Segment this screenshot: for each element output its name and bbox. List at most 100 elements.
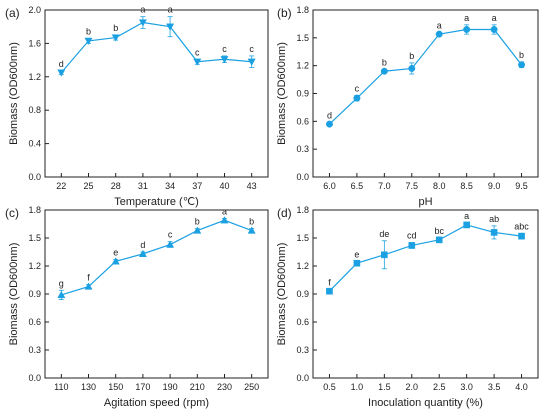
y-tick-label: 0.0: [28, 172, 41, 182]
data-point: [380, 67, 388, 75]
x-tick-label: 1.0: [351, 382, 364, 392]
y-tick-label: 1.5: [28, 233, 41, 243]
x-axis-title: pH: [418, 196, 432, 208]
data-point: [193, 226, 202, 234]
chart-panel-c: (c) 0.0 0.3 0.6 0.9 1.2 1.5 1.8 110 130 150 170 190 2…: [5, 205, 269, 409]
y-tick-label: 1.2: [28, 261, 41, 271]
x-tick-label: 8.5: [460, 181, 473, 191]
chart-panel-a: (a) 0.0 0.4 0.8 1.2 1.6 2.0 22 25 28 31 34 37 40 43 Tem…: [5, 5, 269, 208]
significance-letter: a: [464, 13, 469, 23]
y-axis-title: Biomass (OD600nm): [8, 42, 20, 145]
y-tick-label: 0.0: [296, 373, 309, 383]
x-tick-label: 28: [111, 181, 121, 191]
significance-letter: b: [113, 23, 118, 33]
x-tick-label: 8.0: [433, 181, 446, 191]
y-tick-label: 0.6: [296, 317, 309, 327]
data-point: [166, 23, 175, 31]
x-tick-label: 43: [247, 181, 257, 191]
y-tick-label: 0.0: [28, 373, 41, 383]
x-tick-label: 190: [163, 382, 178, 392]
plot-frame: [312, 209, 539, 379]
series-line: [329, 28, 523, 125]
significance-letter: bc: [434, 226, 444, 236]
data-point: [408, 64, 416, 72]
series-line: [60, 21, 252, 74]
plot-frame: [312, 9, 539, 178]
x-axis-title: Inoculation quantity (%): [368, 397, 483, 409]
significance-letter: cd: [407, 231, 417, 241]
significance-letter: e: [354, 249, 359, 259]
y-axis-title: Biomass (OD600nm): [276, 42, 288, 145]
significance-letter: c: [168, 230, 173, 240]
data-point: [193, 58, 202, 66]
significance-letter: b: [86, 26, 91, 36]
x-tick-label: 130: [81, 382, 96, 392]
x-tick-label: 0.5: [323, 382, 336, 392]
significance-letter: f: [328, 277, 331, 287]
panel-label: (b): [277, 6, 292, 20]
data-point: [138, 249, 147, 257]
y-tick-label: 1.8: [28, 205, 41, 215]
x-tick-label: 9.0: [488, 181, 501, 191]
data-point: [353, 94, 361, 102]
data-point: [463, 25, 471, 33]
x-tick-label: 3.0: [460, 382, 473, 392]
y-tick-label: 1.8: [296, 205, 309, 215]
data-point: [381, 251, 388, 259]
x-tick-label: 9.5: [515, 181, 528, 191]
y-tick-label: 0.3: [28, 345, 41, 355]
data-point: [325, 120, 333, 128]
data-point: [166, 240, 175, 248]
plot-frame: [44, 9, 269, 178]
significance-letter: abc: [514, 221, 529, 231]
data-point: [57, 290, 66, 299]
significance-letter: c: [355, 83, 360, 93]
data-point: [435, 236, 443, 244]
data-point: [518, 61, 526, 69]
y-axis-title: Biomass (OD600nm): [276, 243, 288, 346]
significance-letter: d: [59, 59, 64, 69]
chart-panel-b: (b) 0.0 0.3 0.6 0.9 1.2 1.5 1.8 6.0 6.5 7.0 7.5 8.0 8…: [276, 5, 539, 208]
x-tick-label: 37: [192, 181, 202, 191]
plot-frame: [44, 209, 269, 379]
significance-letter: b: [249, 217, 254, 227]
panel-label: (c): [5, 206, 19, 220]
y-tick-label: 0.8: [28, 105, 41, 115]
y-tick-label: 1.2: [296, 61, 309, 71]
data-point: [111, 34, 120, 42]
x-axis-title: Agitation speed (rpm): [104, 397, 209, 409]
data-point: [490, 229, 498, 236]
y-tick-label: 1.5: [296, 233, 309, 243]
y-tick-label: 0.0: [296, 172, 309, 182]
x-tick-label: 7.0: [378, 181, 391, 191]
x-tick-label: 22: [56, 181, 66, 191]
significance-letter: b: [195, 217, 200, 227]
y-tick-label: 0.6: [28, 317, 41, 327]
data-point: [326, 287, 333, 295]
x-tick-label: 1.5: [378, 382, 391, 392]
y-tick-label: 0.4: [28, 139, 41, 149]
data-point: [435, 30, 443, 38]
data-point: [247, 226, 256, 234]
x-axis-title: Temperature (℃): [114, 196, 199, 208]
y-tick-label: 2.0: [28, 5, 41, 15]
y-tick-label: 0.3: [296, 144, 309, 154]
x-tick-label: 7.5: [406, 181, 419, 191]
significance-letter: b: [382, 57, 387, 67]
x-tick-label: 40: [219, 181, 229, 191]
significance-letter: de: [379, 229, 389, 239]
significance-letter: a: [464, 211, 469, 221]
significance-letter: a: [222, 206, 227, 216]
y-tick-label: 0.9: [28, 289, 41, 299]
data-point: [138, 19, 147, 27]
data-point: [57, 69, 66, 77]
significance-letter: g: [59, 278, 64, 288]
x-tick-label: 170: [135, 382, 150, 392]
data-point: [84, 37, 93, 46]
significance-letter: b: [409, 51, 414, 61]
significance-letter: d: [140, 240, 145, 250]
data-point: [490, 25, 498, 33]
significance-letter: c: [249, 44, 254, 54]
y-tick-label: 0.9: [296, 289, 309, 299]
